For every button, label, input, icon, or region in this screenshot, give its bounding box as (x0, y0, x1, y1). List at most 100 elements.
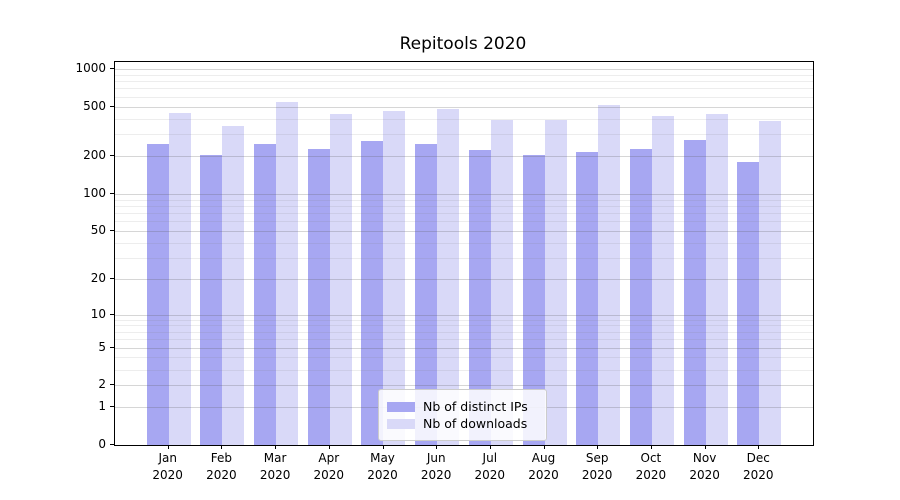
bar-apr-downloads (329, 114, 352, 445)
bar-mar-downloads (276, 102, 299, 445)
x-tick-mark (328, 445, 330, 449)
bar-sep-distinct-ips (576, 151, 599, 445)
y-tick-mark (110, 384, 114, 386)
x-tick-year: 2020 (743, 468, 774, 482)
legend-entry-distinct-ips: Nb of distinct IPs (387, 399, 537, 414)
x-tick-year: 2020 (581, 468, 613, 482)
x-tick-mark (221, 445, 223, 449)
bar-may-downloads (383, 111, 406, 445)
x-tick-label-dec: Dec 2020 (730, 450, 786, 484)
x-tick-label-jan: Jan 2020 (140, 450, 196, 484)
x-tick-month: Jun (426, 451, 446, 465)
x-tick-year: 2020 (206, 468, 237, 482)
x-tick-label-feb: Feb 2020 (193, 450, 249, 484)
bar-feb-distinct-ips (200, 155, 223, 445)
chart-title: Repitools 2020 (399, 34, 527, 54)
y-tick-label: 1000 (75, 61, 106, 75)
bar-aug-distinct-ips (522, 155, 545, 445)
x-tick-year: 2020 (528, 468, 559, 482)
bar-dec-distinct-ips (737, 162, 760, 445)
bar-oct-downloads (651, 116, 674, 445)
bar-aug-downloads (544, 120, 567, 445)
x-tick-mark (650, 445, 652, 449)
plot-area (114, 61, 814, 446)
gridline-1000 (115, 69, 813, 70)
y-tick-label: 10 (90, 306, 106, 321)
x-tick-year: 2020 (689, 468, 720, 482)
bar-feb-downloads (222, 126, 245, 445)
bar-jul-distinct-ips (468, 150, 491, 445)
y-tick-mark (110, 278, 114, 280)
x-tick-month: Mar (263, 451, 287, 465)
x-tick-label-sep: Sep 2020 (569, 450, 625, 484)
gridline-minor (115, 96, 813, 98)
y-tick-label: 100 (83, 185, 106, 200)
x-tick-month: Nov (692, 451, 717, 465)
y-tick-label: 5 (98, 339, 106, 354)
x-tick-month: Dec (746, 451, 770, 465)
gridline-minor (115, 81, 813, 83)
y-tick-mark (110, 444, 114, 445)
x-tick-mark (597, 445, 599, 449)
x-tick-label-aug: Aug 2020 (516, 450, 572, 484)
bar-mar-distinct-ips (254, 144, 277, 445)
bar-jun-distinct-ips (415, 144, 438, 445)
x-tick-label-jul: Jul 2020 (462, 450, 518, 484)
legend: Nb of distinct IPs Nb of downloads (378, 389, 547, 441)
x-tick-mark (382, 445, 384, 449)
y-tick-mark (110, 313, 114, 315)
bar-sep-downloads (598, 105, 621, 445)
x-tick-month: Jan (158, 451, 177, 465)
gridline-minor (115, 88, 813, 90)
x-tick-month: Sep (585, 451, 609, 465)
bar-jan-downloads (168, 112, 191, 445)
x-tick-label-apr: Apr 2020 (301, 450, 357, 484)
x-tick-year: 2020 (474, 468, 506, 482)
legend-entry-downloads: Nb of downloads (387, 416, 537, 431)
gridline-500 (115, 106, 813, 108)
bar-nov-distinct-ips (683, 140, 706, 445)
x-tick-mark (704, 445, 706, 449)
y-tick-label: 20 (90, 271, 106, 286)
legend-label-downloads: Nb of downloads (423, 416, 528, 431)
y-tick-mark (110, 406, 114, 408)
gridline-minor (115, 74, 813, 76)
y-tick-mark (110, 105, 114, 107)
x-tick-year: 2020 (313, 468, 345, 482)
x-tick-mark (758, 445, 760, 449)
y-tick-label: 2 (98, 377, 106, 392)
x-tick-mark (489, 445, 491, 449)
y-tick-label: 500 (83, 98, 106, 113)
y-tick-label: 0 (98, 437, 106, 451)
legend-swatch-downloads (387, 418, 415, 429)
x-tick-month: Oct (640, 451, 662, 465)
x-tick-label-may: May 2020 (355, 450, 411, 484)
x-tick-year: 2020 (635, 468, 667, 482)
x-tick-month: Jul (482, 451, 498, 465)
y-tick-mark (110, 192, 114, 194)
bar-jan-distinct-ips (146, 143, 169, 445)
x-tick-mark (167, 445, 169, 449)
x-tick-month: Apr (318, 451, 340, 465)
x-tick-year: 2020 (420, 468, 452, 482)
x-tick-label-mar: Mar 2020 (247, 450, 303, 484)
x-tick-month: Aug (531, 451, 556, 465)
x-tick-mark (436, 445, 438, 449)
bar-oct-distinct-ips (629, 148, 652, 445)
y-tick-label: 50 (90, 223, 106, 237)
bar-may-distinct-ips (361, 140, 384, 445)
y-tick-mark (110, 155, 114, 157)
x-tick-mark (543, 445, 545, 449)
x-tick-month: May (370, 451, 395, 465)
legend-label-distinct-ips: Nb of distinct IPs (423, 399, 528, 414)
x-tick-mark (275, 445, 277, 449)
x-tick-month: Feb (210, 451, 233, 465)
y-tick-label: 200 (83, 148, 106, 163)
legend-swatch-distinct-ips (387, 401, 415, 412)
x-tick-year: 2020 (367, 468, 398, 482)
y-tick-mark (110, 68, 114, 69)
y-tick-mark (110, 346, 114, 348)
bar-apr-distinct-ips (307, 148, 330, 445)
x-tick-label-nov: Nov 2020 (677, 450, 733, 484)
